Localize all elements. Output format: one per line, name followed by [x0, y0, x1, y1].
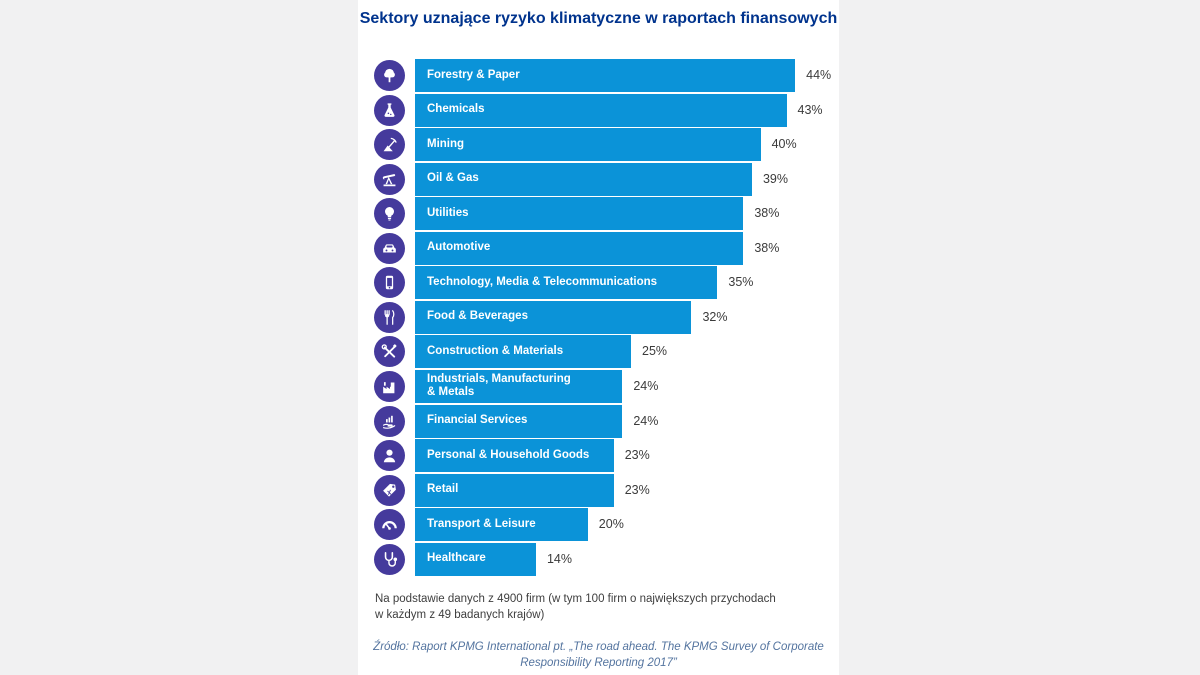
- bar-value-label: 32%: [702, 309, 728, 324]
- chart-row: Retail 23%: [358, 473, 839, 507]
- bar: Financial Services: [415, 404, 623, 438]
- bar-label: Transport & Leisure: [427, 517, 536, 530]
- bar-label: Retail: [427, 483, 459, 496]
- bar: Food & Beverages: [415, 300, 692, 334]
- chart-row: Transport & Leisure 20%: [358, 508, 839, 542]
- chart-row: Utilities 38%: [358, 197, 839, 231]
- chart-row: Technology, Media & Telecommunications 3…: [358, 266, 839, 300]
- smartphone-icon: [380, 273, 399, 292]
- bar: Retail: [415, 473, 614, 507]
- chart-row: Food & Beverages 32%: [358, 300, 839, 334]
- sector-icon-badge: [374, 543, 405, 575]
- bar-value-label: 25%: [642, 344, 668, 359]
- bar-label: Oil & Gas: [427, 172, 479, 185]
- chart-row: Chemicals 43%: [358, 93, 839, 127]
- hand-chart-icon: [380, 412, 399, 431]
- bar-label: Forestry & Paper: [427, 68, 520, 81]
- bar-chart: Forestry & Paper 44% Chemicals 43% Minin…: [358, 59, 839, 579]
- bar-label: Healthcare: [427, 552, 486, 565]
- bar-value-label: 39%: [762, 171, 788, 186]
- bar-value-label: 24%: [633, 413, 659, 428]
- sector-icon-badge: [374, 198, 405, 230]
- person-icon: [380, 446, 399, 465]
- bar-label: Automotive: [427, 241, 491, 254]
- sector-icon-badge: [374, 267, 405, 299]
- bar-value-label: 20%: [598, 517, 624, 532]
- bar: Oil & Gas: [415, 162, 752, 196]
- bar-label: Financial Services: [427, 414, 528, 427]
- chart-row: Oil & Gas 39%: [358, 162, 839, 196]
- chart-title: Sektory uznające ryzyko klimatyczne w ra…: [359, 10, 838, 27]
- chart-row: Healthcare 14%: [358, 542, 839, 576]
- sector-icon-badge: [374, 94, 405, 126]
- sector-icon-badge: [374, 336, 405, 368]
- sector-icon-badge: [374, 509, 405, 541]
- price-tag-icon: [380, 481, 399, 500]
- bar: Healthcare: [415, 542, 536, 576]
- bar-label: Chemicals: [427, 103, 485, 116]
- bar: Transport & Leisure: [415, 508, 588, 542]
- bar: Chemicals: [415, 93, 787, 127]
- sector-icon-badge: [374, 129, 405, 161]
- bar-label: Industrials, Manufacturing & Metals: [427, 372, 571, 399]
- chart-panel: Sektory uznające ryzyko klimatyczne w ra…: [358, 0, 839, 675]
- tools-icon: [380, 342, 399, 361]
- bar: Personal & Household Goods: [415, 439, 614, 473]
- bar-value-label: 40%: [771, 137, 797, 152]
- lightbulb-icon: [380, 204, 399, 223]
- bar: Technology, Media & Telecommunications: [415, 266, 718, 300]
- bar-label: Technology, Media & Telecommunications: [427, 275, 658, 288]
- bar-label: Utilities: [427, 206, 469, 219]
- bar-value-label: 14%: [546, 551, 572, 566]
- bar-value-label: 38%: [754, 240, 780, 255]
- chart-row: Forestry & Paper 44%: [358, 59, 839, 92]
- bar-value-label: 23%: [624, 448, 650, 463]
- sector-icon-badge: [374, 60, 405, 91]
- tree-icon: [380, 66, 399, 85]
- utensils-icon: [380, 308, 399, 327]
- bar-value-label: 38%: [754, 206, 780, 221]
- bar: Mining: [415, 128, 761, 162]
- bar: Industrials, Manufacturing & Metals: [415, 369, 623, 403]
- oil-pump-icon: [380, 170, 399, 189]
- bar: Automotive: [415, 231, 744, 265]
- bar-label: Mining: [427, 137, 465, 150]
- chart-row: Construction & Materials 25%: [358, 335, 839, 369]
- bar-value-label: 35%: [728, 275, 754, 290]
- source-citation: Źródło: Raport KPMG International pt. „T…: [373, 641, 824, 670]
- chart-row: Industrials, Manufacturing & Metals 24%: [358, 369, 839, 403]
- chart-footnote: Na podstawie danych z 4900 firm (w tym 1…: [375, 593, 776, 622]
- bar-value-label: 24%: [633, 378, 659, 393]
- sector-icon-badge: [374, 474, 405, 506]
- bar-value-label: 44%: [806, 68, 832, 82]
- sector-icon-badge: [374, 163, 405, 195]
- sector-icon-badge: [374, 370, 405, 402]
- pickaxe-icon: [380, 135, 399, 154]
- stethoscope-icon: [380, 550, 399, 569]
- bar-label: Personal & Household Goods: [427, 448, 590, 461]
- bar-label: Food & Beverages: [427, 310, 528, 323]
- chart-row: Mining 40%: [358, 128, 839, 162]
- bar-value-label: 23%: [624, 482, 650, 497]
- bar: Construction & Materials: [415, 335, 631, 369]
- chart-row: Financial Services 24%: [358, 404, 839, 438]
- sector-icon-badge: [374, 440, 405, 472]
- bar: Forestry & Paper: [415, 59, 796, 92]
- bar-label: Construction & Materials: [427, 344, 564, 357]
- chart-row: Automotive 38%: [358, 231, 839, 265]
- factory-icon: [380, 377, 399, 396]
- bar: Utilities: [415, 197, 744, 231]
- sector-icon-badge: [374, 232, 405, 264]
- sector-icon-badge: [374, 405, 405, 437]
- car-icon: [380, 239, 399, 258]
- chart-row: Personal & Household Goods 23%: [358, 439, 839, 473]
- sector-icon-badge: [374, 301, 405, 333]
- flask-icon: [380, 101, 399, 120]
- bar-value-label: 43%: [797, 102, 823, 117]
- gauge-icon: [380, 515, 399, 534]
